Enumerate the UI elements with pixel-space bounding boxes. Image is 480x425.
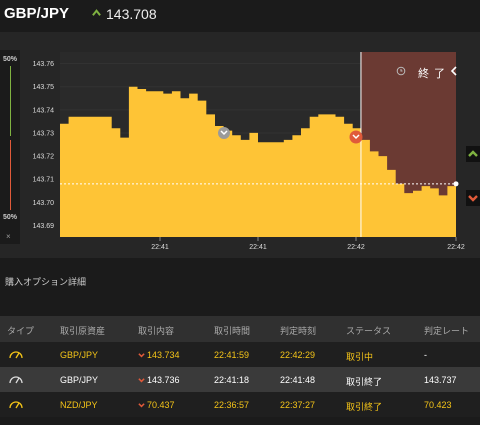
down-arrow-icon bbox=[138, 378, 145, 383]
col-trade-time: 取引時間 bbox=[214, 326, 251, 336]
judge-time: 22:41:48 bbox=[280, 375, 316, 385]
header-bar: GBP/JPY 143.708 bbox=[0, 0, 480, 32]
trade-asset: NZD/JPY bbox=[60, 400, 98, 410]
trade-content: 70.437 bbox=[138, 400, 175, 410]
trade-time: 22:41:59 bbox=[214, 350, 250, 360]
trade-content: 143.734 bbox=[138, 350, 180, 360]
x-tick-label: 22:41 bbox=[151, 244, 169, 251]
current-price-dot bbox=[453, 181, 459, 187]
trade-content-value: 70.437 bbox=[147, 400, 175, 410]
judge-rate: 70.423 bbox=[424, 400, 452, 410]
trade-asset: GBP/JPY bbox=[60, 350, 99, 360]
trade-time: 22:36:57 bbox=[214, 400, 250, 410]
down-arrow-icon bbox=[138, 353, 145, 358]
gauge-icon bbox=[9, 376, 23, 384]
col-judge-time: 判定時刻 bbox=[280, 326, 317, 336]
y-tick-label: 143.73 bbox=[33, 130, 55, 137]
y-tick-label: 143.69 bbox=[33, 223, 55, 230]
y-tick-label: 143.76 bbox=[33, 61, 55, 68]
gauge-icon bbox=[9, 351, 23, 359]
sentiment-sidebar: 50% 50% × bbox=[0, 50, 20, 244]
y-tick-label: 143.75 bbox=[33, 84, 55, 91]
high-button[interactable] bbox=[466, 146, 480, 162]
up-arrow-icon bbox=[468, 150, 478, 157]
x-tick-label: 22:42 bbox=[347, 244, 365, 251]
judge-time: 22:37:27 bbox=[280, 400, 316, 410]
trade-content-value: 143.736 bbox=[147, 375, 180, 385]
judge-rate: 143.737 bbox=[424, 375, 457, 385]
x-tick-label: 22:42 bbox=[447, 244, 465, 251]
trade-content: 143.736 bbox=[138, 375, 180, 385]
table-row[interactable]: GBP/JPY 143.734 22:41:59 22:42:29 取引中 - bbox=[0, 342, 480, 367]
y-tick-label: 143.74 bbox=[33, 107, 55, 114]
col-asset: 取引原資産 bbox=[60, 326, 106, 336]
trade-marker-closed[interactable] bbox=[218, 127, 230, 139]
price-area bbox=[60, 86, 456, 237]
col-type: タイプ bbox=[7, 326, 35, 336]
table-row[interactable]: NZD/JPY 70.437 22:36:57 22:37:27 取引終了 70… bbox=[0, 392, 480, 417]
judge-time: 22:42:29 bbox=[280, 350, 316, 360]
down-arrow-icon bbox=[138, 403, 145, 408]
up-arrow-icon bbox=[92, 9, 101, 16]
trade-marker-active[interactable] bbox=[349, 130, 363, 144]
table-header: タイプ 取引原資産 取引内容 取引時間 判定時刻 ステータス 判定レート bbox=[0, 316, 480, 342]
col-status: ステータス bbox=[346, 326, 392, 336]
x-axis-ticks: 22:41 22:41 22:42 22:42 bbox=[151, 237, 465, 251]
trade-asset: GBP/JPY bbox=[60, 375, 99, 385]
col-rate: 判定レート bbox=[424, 326, 470, 336]
trade-time: 22:41:18 bbox=[214, 375, 250, 385]
x-tick-label: 22:41 bbox=[249, 244, 267, 251]
y-tick-label: 143.70 bbox=[33, 200, 55, 207]
trade-markers bbox=[218, 127, 363, 144]
y-axis-ticks: 143.76 143.75 143.74 143.73 143.72 143.71 143.… bbox=[33, 61, 55, 230]
trade-status: 取引終了 bbox=[346, 402, 383, 412]
option-details-header: 購入オプション詳細 bbox=[0, 262, 480, 296]
table-row[interactable]: GBP/JPY 143.736 22:41:18 22:41:48 取引終了 1… bbox=[0, 367, 480, 392]
price-chart: 143.76 143.75 143.74 143.73 143.72 143.71 143.… bbox=[33, 52, 465, 251]
current-price: 143.708 bbox=[106, 6, 157, 22]
judge-rate: - bbox=[424, 350, 427, 360]
trade-status: 取引終了 bbox=[346, 377, 383, 387]
sentiment-down-bar bbox=[10, 140, 11, 210]
history-icon[interactable] bbox=[396, 66, 406, 76]
col-content: 取引内容 bbox=[138, 326, 175, 336]
gauge-icon bbox=[9, 401, 23, 409]
low-button[interactable] bbox=[466, 190, 480, 206]
currency-pair[interactable]: GBP/JPY bbox=[4, 5, 70, 22]
trade-content-value: 143.734 bbox=[147, 350, 180, 360]
chevron-left-icon[interactable] bbox=[450, 66, 458, 76]
sentiment-up-bar bbox=[10, 66, 11, 136]
expired-label: 終 了 bbox=[418, 68, 447, 80]
y-tick-label: 143.71 bbox=[33, 177, 55, 184]
sentiment-bottom-percent: 50% bbox=[3, 214, 18, 221]
section-title: 購入オプション詳細 bbox=[5, 277, 87, 287]
trade-status: 取引中 bbox=[346, 352, 374, 362]
sentiment-top-percent: 50% bbox=[3, 56, 18, 63]
close-icon[interactable]: × bbox=[6, 232, 11, 241]
y-tick-label: 143.72 bbox=[33, 154, 55, 161]
down-arrow-icon bbox=[468, 195, 478, 202]
